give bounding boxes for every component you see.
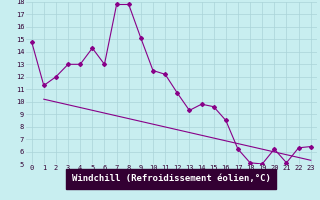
X-axis label: Windchill (Refroidissement éolien,°C): Windchill (Refroidissement éolien,°C) — [72, 174, 271, 183]
